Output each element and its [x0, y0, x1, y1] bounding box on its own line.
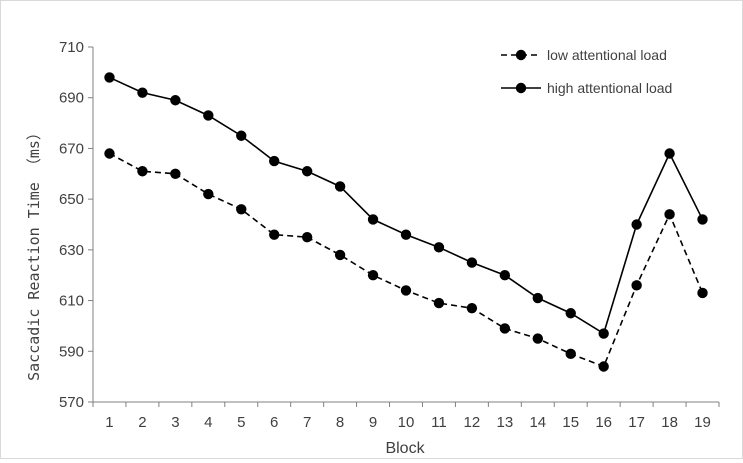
x-tick-label: 16: [595, 414, 612, 431]
x-tick-label: 13: [496, 414, 513, 431]
data-point: [499, 323, 511, 334]
series-1: [104, 148, 708, 372]
data-point: [334, 249, 346, 261]
data-point: [367, 214, 379, 225]
x-tick-label: 7: [303, 414, 311, 431]
legend: low attentional load high attentional loa…: [501, 47, 672, 96]
y-axis: 570 590 610 630 650 670 690 710: [59, 39, 94, 411]
data-point: [137, 166, 148, 177]
y-tick-label: 710: [59, 39, 84, 56]
x-tick-label: 19: [694, 414, 711, 431]
data-point: [104, 72, 115, 83]
data-point: [236, 130, 247, 141]
x-tick-label: 3: [171, 414, 179, 431]
data-point: [466, 257, 478, 268]
data-point: [104, 148, 115, 159]
x-tick-label: 14: [529, 414, 546, 431]
data-point: [565, 308, 576, 319]
x-tick-label: 18: [661, 414, 678, 431]
data-point: [664, 209, 675, 220]
data-point: [170, 95, 181, 106]
y-axis-label: Saccadic Reaction Time （ms）: [25, 125, 43, 381]
y-tick-label: 670: [59, 140, 84, 157]
legend-label: high attentional load: [547, 80, 672, 96]
data-point: [697, 214, 708, 225]
data-point: [631, 280, 642, 291]
x-axis: 1 2 3 4 5 6 7 8 9 10 11 12 13 14 15 16 17 18 19: [92, 401, 720, 431]
data-point: [466, 302, 478, 314]
legend-label: low attentional load: [547, 47, 667, 63]
data-point: [334, 181, 346, 192]
data-point: [598, 361, 609, 372]
x-tick-label: 5: [237, 414, 245, 431]
x-tick-label: 1: [105, 414, 113, 431]
y-tick-label: 690: [59, 90, 84, 107]
y-tick-label: 570: [59, 394, 84, 411]
y-tick-label: 630: [59, 242, 84, 259]
data-point: [499, 270, 511, 281]
data-point: [598, 328, 609, 339]
x-tick-label: 2: [138, 414, 146, 431]
x-tick-label: 11: [431, 414, 447, 431]
legend-marker: [515, 49, 527, 61]
data-point: [203, 110, 214, 121]
data-point: [532, 292, 543, 304]
data-point: [433, 242, 445, 253]
data-point: [269, 155, 280, 167]
data-point: [697, 287, 708, 299]
data-point: [400, 229, 412, 240]
data-point: [301, 231, 313, 243]
legend-item-2: high attentional load: [501, 80, 672, 96]
data-point: [203, 188, 214, 200]
x-tick-label: 17: [628, 414, 645, 431]
x-tick-label: 8: [336, 414, 344, 431]
data-point: [664, 148, 675, 159]
x-tick-label: 6: [270, 414, 278, 431]
x-axis-label: Block: [385, 440, 425, 457]
x-tick-label: 10: [398, 414, 415, 431]
data-point: [400, 285, 412, 296]
series-layer: [104, 72, 708, 372]
data-point: [565, 348, 576, 360]
x-tick-label: 4: [204, 414, 212, 431]
data-point: [301, 166, 313, 177]
data-point: [532, 333, 543, 344]
data-point: [236, 204, 247, 215]
data-point: [631, 219, 642, 230]
legend-item-1: low attentional load: [501, 47, 667, 63]
x-tick-label: 15: [562, 414, 579, 431]
y-tick-label: 650: [59, 191, 84, 208]
data-point: [170, 168, 181, 179]
legend-marker: [515, 82, 527, 94]
x-tick-label: 12: [464, 414, 481, 431]
data-point: [137, 87, 148, 98]
x-tick-label: 9: [369, 414, 377, 431]
y-tick-label: 610: [59, 293, 84, 310]
data-point: [367, 270, 379, 281]
y-tick-label: 590: [59, 343, 84, 360]
data-point: [433, 297, 445, 309]
series-line: [109, 152, 704, 368]
series-2: [104, 72, 708, 339]
data-point: [269, 229, 280, 240]
